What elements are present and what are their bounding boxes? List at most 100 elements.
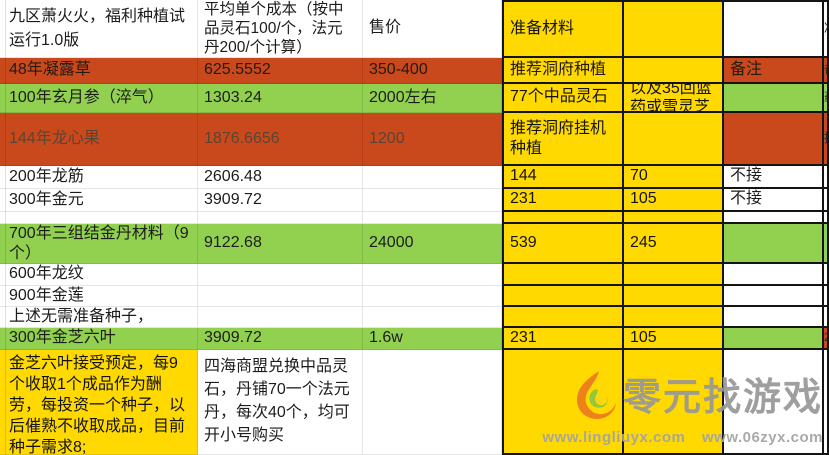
cell[interactable]: 1.6w — [363, 328, 502, 350]
cell[interactable]: 200年龙筋 — [0, 166, 198, 189]
cell[interactable]: 平均单个成本（按中品灵石100/个，法元丹200/个计算） — [198, 0, 363, 58]
cell[interactable]: 1303.24 — [198, 84, 363, 113]
cell[interactable]: 600年龙纹 — [0, 264, 198, 286]
cell[interactable] — [363, 286, 502, 307]
table-row: 300年金元 3909.72 231 105 不接 — [0, 189, 829, 212]
cell-clipped: 推 — [824, 113, 829, 166]
cell[interactable] — [502, 350, 624, 455]
cell[interactable] — [724, 286, 824, 307]
cell[interactable]: 24000 — [363, 224, 502, 264]
cell[interactable] — [363, 350, 502, 455]
cell[interactable]: 备注 — [724, 58, 824, 84]
cell[interactable] — [624, 350, 724, 455]
cell-clipped — [824, 350, 829, 455]
cell[interactable]: 48年凝露草 — [0, 58, 198, 84]
cell-clipped: 2 — [824, 328, 829, 350]
cell[interactable] — [724, 264, 824, 286]
cell[interactable] — [502, 286, 624, 307]
cell-clipped — [824, 166, 829, 189]
cell[interactable]: 推荐洞府种植 — [502, 58, 624, 84]
cell[interactable]: 144年龙心果 — [0, 113, 198, 166]
table-row — [0, 212, 829, 224]
table-row: 900年金莲 — [0, 286, 829, 307]
cell[interactable] — [502, 264, 624, 286]
cell[interactable]: 77个中品灵石 — [502, 84, 624, 113]
cell[interactable]: 准备材料 — [502, 0, 624, 58]
cell[interactable] — [624, 58, 724, 84]
table-row: 700年三组结金丹材料（9个） 9122.68 24000 539 245 — [0, 224, 829, 264]
cell[interactable] — [624, 212, 724, 224]
cell[interactable] — [502, 307, 624, 328]
cell[interactable]: 105 — [624, 189, 724, 212]
cell-clipped: 备 — [824, 58, 829, 84]
cell[interactable] — [502, 212, 624, 224]
cell-clipped — [824, 264, 829, 286]
cell[interactable]: 以及35回蓝药或雪灵芝 — [624, 84, 724, 113]
cell[interactable] — [363, 264, 502, 286]
cell[interactable]: 231 — [502, 328, 624, 350]
cell[interactable] — [363, 189, 502, 212]
cell[interactable]: 1876.6656 — [198, 113, 363, 166]
cell[interactable] — [724, 350, 824, 455]
cell[interactable]: 625.5552 — [198, 58, 363, 84]
cell[interactable]: 539 — [502, 224, 624, 264]
cell[interactable] — [624, 113, 724, 166]
cell-clipped — [824, 189, 829, 212]
cell[interactable]: 9122.68 — [198, 224, 363, 264]
cell[interactable] — [724, 113, 824, 166]
cell[interactable]: 350-400 — [363, 58, 502, 84]
cell[interactable]: 1200 — [363, 113, 502, 166]
cell[interactable]: 144 — [502, 166, 624, 189]
cell[interactable]: 不接 — [724, 189, 824, 212]
cell[interactable] — [624, 0, 724, 58]
cell-note-reservation[interactable]: 金芝六叶接受预定，每9个收取1个成品作为酬劳，每投资一个种子，以后催熟不收取成品… — [0, 350, 198, 455]
cell[interactable] — [198, 286, 363, 307]
table-row: 九区萧火火，福利种植试运行1.0版 平均单个成本（按中品灵石100/个，法元丹2… — [0, 0, 829, 58]
cell[interactable] — [624, 307, 724, 328]
cell[interactable] — [724, 328, 824, 350]
cell[interactable]: 推荐洞府挂机种植 — [502, 113, 624, 166]
cell[interactable]: 231 — [502, 189, 624, 212]
cell[interactable] — [624, 286, 724, 307]
cell[interactable] — [363, 166, 502, 189]
table-row: 100年玄月参（淬气） 1303.24 2000左右 77个中品灵石 以及35回… — [0, 84, 829, 113]
cell[interactable] — [724, 212, 824, 224]
cell[interactable] — [724, 84, 824, 113]
cell[interactable]: 2606.48 — [198, 166, 363, 189]
cell-clipped: 准 — [824, 0, 829, 58]
cell[interactable]: 3909.72 — [198, 328, 363, 350]
cell-clipped — [824, 286, 829, 307]
cell[interactable] — [363, 307, 502, 328]
cell-clipped — [824, 224, 829, 264]
table-row: 600年龙纹 — [0, 264, 829, 286]
cell[interactable] — [724, 224, 824, 264]
cell[interactable]: 300年金元 — [0, 189, 198, 212]
cell[interactable] — [198, 307, 363, 328]
cell[interactable]: 700年三组结金丹材料（9个） — [0, 224, 198, 264]
cell[interactable] — [0, 212, 198, 224]
cell[interactable]: 105 — [624, 328, 724, 350]
table-row: 144年龙心果 1876.6656 1200 推荐洞府挂机种植 推 — [0, 113, 829, 166]
table-row: 300年金芝六叶 3909.72 1.6w 231 105 2 — [0, 328, 829, 350]
cell[interactable] — [363, 212, 502, 224]
table-row: 48年凝露草 625.5552 350-400 推荐洞府种植 备注 备 — [0, 58, 829, 84]
cell[interactable]: 2000左右 — [363, 84, 502, 113]
cell[interactable]: 900年金莲 — [0, 286, 198, 307]
cell[interactable] — [198, 212, 363, 224]
cell-note-exchange[interactable]: 四海商盟兑换中品灵石，丹铺70一个法元丹，每次40个，均可开小号购买 — [198, 350, 363, 455]
cell[interactable]: 九区萧火火，福利种植试运行1.0版 — [0, 0, 198, 58]
cell[interactable] — [198, 264, 363, 286]
cell[interactable]: 上述无需准备种子， — [0, 307, 198, 328]
cell[interactable]: 70 — [624, 166, 724, 189]
cell[interactable]: 300年金芝六叶 — [0, 328, 198, 350]
cell[interactable]: 3909.72 — [198, 189, 363, 212]
cell[interactable]: 100年玄月参（淬气） — [0, 84, 198, 113]
cell[interactable] — [724, 0, 824, 58]
cell[interactable] — [724, 307, 824, 328]
cell[interactable]: 不接 — [724, 166, 824, 189]
cell[interactable]: 售价 — [363, 0, 502, 58]
cell[interactable]: 245 — [624, 224, 724, 264]
table-row: 200年龙筋 2606.48 144 70 不接 — [0, 166, 829, 189]
cell[interactable] — [624, 264, 724, 286]
